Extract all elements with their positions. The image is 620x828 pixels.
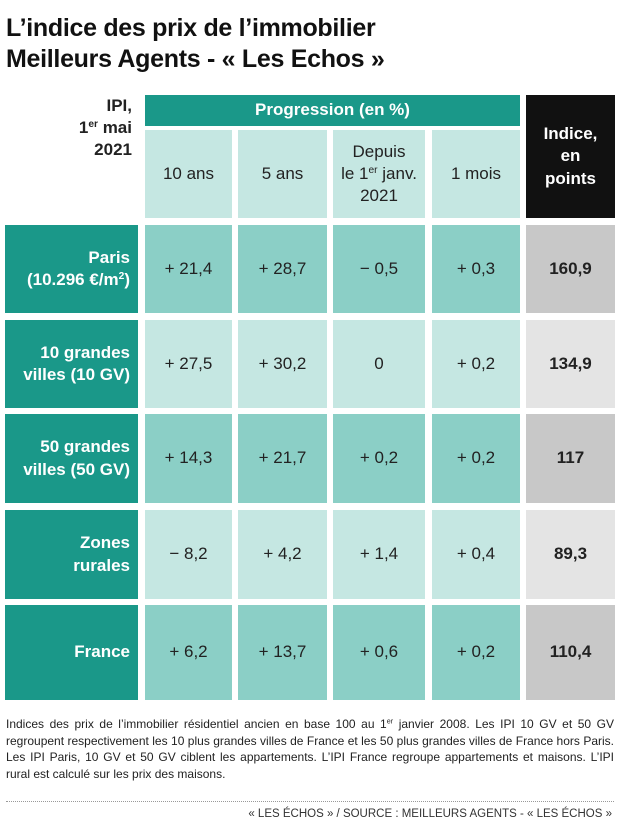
value-cell: − 0,5 <box>333 225 425 313</box>
text: 10 ans <box>162 163 215 183</box>
text: Indice, <box>543 124 598 144</box>
text: mai <box>97 118 132 138</box>
index-cell: 160,9 <box>526 225 615 313</box>
text: janv. <box>377 163 417 183</box>
text-block: Zones rurales <box>73 532 130 576</box>
index-cell: 134,9 <box>526 320 615 408</box>
index-header: Indice, en points <box>526 95 615 218</box>
text: rurales <box>73 555 130 575</box>
text: 2021 <box>94 140 132 160</box>
row-label: Zones rurales <box>5 510 138 599</box>
title: L’indice des prix de l’immobilier <box>6 14 376 42</box>
footnote: Indices des prix de l’immobilier résiden… <box>6 716 614 782</box>
text: villes (10 GV) <box>23 365 130 384</box>
text-block: France <box>74 641 130 663</box>
value-cell: + 28,7 <box>238 225 327 313</box>
text-block: 1 mois <box>451 163 501 185</box>
value-cell: + 0,2 <box>333 414 425 503</box>
index-cell: 89,3 <box>526 510 615 599</box>
value-cell: + 0,2 <box>432 414 520 503</box>
column-header: 10 ans <box>145 130 232 218</box>
text: points <box>544 168 596 188</box>
text: (10.296 €/m <box>26 270 119 289</box>
value-cell: + 6,2 <box>145 605 232 700</box>
row-label: Paris (10.296 €/m2) <box>5 225 138 313</box>
stub-header: IPI, 1er mai 2021 <box>0 95 132 175</box>
text: 50 grandes <box>40 437 130 457</box>
index-cell: 110,4 <box>526 605 615 700</box>
text: France <box>74 642 130 662</box>
text: 1 mois <box>450 163 502 183</box>
row-label: France <box>5 605 138 700</box>
text: er <box>368 164 378 176</box>
value-cell: + 4,2 <box>238 510 327 599</box>
text: 1 <box>78 118 89 138</box>
row-label: 10 grandes villes (10 GV) <box>5 320 138 408</box>
text: 2021 <box>360 186 398 206</box>
text: 5 ans <box>261 163 304 183</box>
text: er <box>88 118 98 130</box>
value-cell: + 0,2 <box>432 605 520 700</box>
text: Paris <box>88 247 130 267</box>
column-header: 5 ans <box>238 130 327 218</box>
column-header: Depuis le 1er janv. 2021 <box>333 130 425 218</box>
value-cell: + 0,3 <box>432 225 520 313</box>
text-block: 5 ans <box>262 163 304 185</box>
title: Meilleurs Agents - « Les Echos » <box>6 45 385 73</box>
value-cell: + 21,7 <box>238 414 327 503</box>
text-block: Depuis le 1er janv. 2021 <box>341 141 417 207</box>
text-block: 10 grandes villes (10 GV) <box>23 342 130 386</box>
text: 2 <box>118 270 125 282</box>
text: Depuis <box>352 141 406 161</box>
value-cell: + 30,2 <box>238 320 327 408</box>
row-label: 50 grandes villes (50 GV) <box>5 414 138 503</box>
value-cell: + 14,3 <box>145 414 232 503</box>
text-block: 50 grandes villes (50 GV) <box>23 436 130 480</box>
text: villes (50 GV) <box>23 459 130 479</box>
text: ) <box>124 270 130 289</box>
text: le 1 <box>341 163 369 183</box>
text: Zones <box>79 533 130 553</box>
value-cell: + 21,4 <box>145 225 232 313</box>
text-block: 10 ans <box>163 163 214 185</box>
text: Indices des prix de l’immobilier résiden… <box>6 717 387 731</box>
text-block: Paris (10.296 €/m2) <box>27 247 130 291</box>
value-cell: + 13,7 <box>238 605 327 700</box>
value-cell: 0 <box>333 320 425 408</box>
text: IPI, <box>106 96 132 115</box>
source: « LES ÉCHOS » / SOURCE : MEILLEURS AGENT… <box>248 808 612 820</box>
value-cell: + 0,2 <box>432 320 520 408</box>
value-cell: + 0,4 <box>432 510 520 599</box>
group-header: Progression (en %) <box>145 95 520 126</box>
text: en <box>560 146 581 166</box>
column-header: 1 mois <box>432 130 520 218</box>
rule <box>6 801 614 802</box>
text: janvier 2008. Les IPI 10 GV et 50 GV reg… <box>6 717 614 781</box>
text: er <box>386 716 394 726</box>
value-cell: + 27,5 <box>145 320 232 408</box>
value-cell: + 1,4 <box>333 510 425 599</box>
value-cell: − 8,2 <box>145 510 232 599</box>
index-cell: 117 <box>526 414 615 503</box>
text: 10 grandes <box>40 342 130 362</box>
value-cell: + 0,6 <box>333 605 425 700</box>
